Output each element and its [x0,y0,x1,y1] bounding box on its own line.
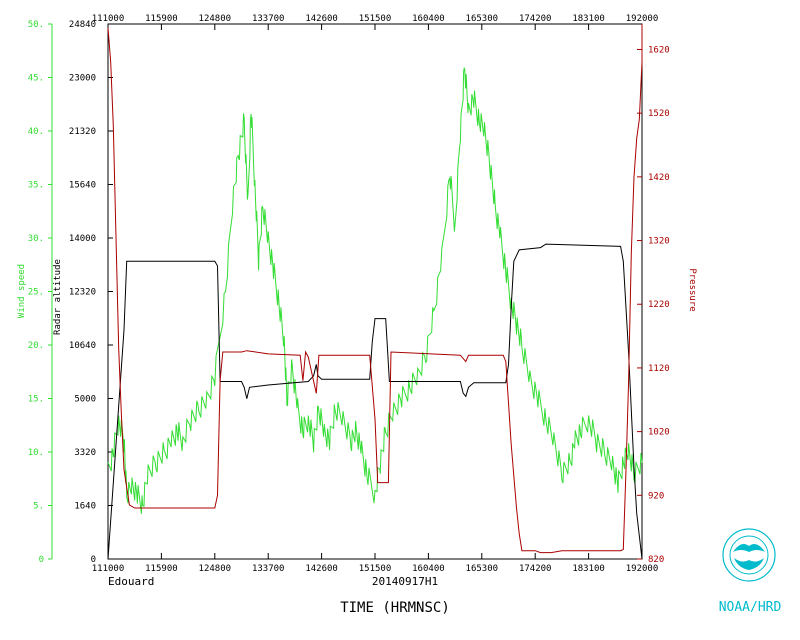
x-tick-label: 133700 [252,564,285,574]
pressure-tick-label: 1120 [648,364,670,374]
altitude-tick-label: 23000 [69,74,96,84]
altitude-tick-label: 1640 [74,502,96,512]
x-tick-label: 115900 [145,564,178,574]
series-line-pressure [107,24,643,554]
storm-name: Edouard [108,575,154,588]
x-top-tick-label: 142600 [305,14,338,24]
x-tick-label: 124800 [199,564,232,574]
wind-tick-label: 25. [28,288,44,298]
wind-tick-label: 10. [28,448,44,458]
wind-tick-label: 30. [28,234,44,244]
x-top-tick-label: 183100 [572,14,605,24]
pressure-tick-label: 820 [648,555,664,565]
altitude-tick-label: 14000 [69,234,96,244]
altitude-tick-label: 15640 [69,181,96,191]
wind-tick-label: 20. [28,341,44,351]
wind-tick-label: 0 [39,555,44,565]
x-top-tick-label: 115900 [145,14,178,24]
x-tick-label: 151500 [359,564,392,574]
x-tick-label: 111000 [92,564,125,574]
x-tick-label: 192000 [626,564,659,574]
x-top-tick-label: 124800 [199,14,232,24]
x-tick-label: 183100 [572,564,605,574]
x-axis-top: 111000 115900 124800 133700 142600 151500 1604… [92,14,659,30]
x-top-tick-label: 174200 [519,14,552,24]
pressure-tick-label: 920 [648,491,664,501]
wind-tick-label: 5. [33,502,44,512]
wind-tick-label: 35. [28,181,44,191]
wind-axis: 0 5. 10. 15. 20. 25. 30. 35. 40. 45. 50. [28,20,53,565]
pressure-tick-label: 1020 [648,428,670,438]
x-axis-bottom: 111000 115900 124800 133700 142600 151500 1604… [92,553,659,574]
wind-axis-label: Wind speed [17,264,27,318]
wind-tick-label: 40. [28,127,44,137]
wind-tick-label: 50. [28,20,44,30]
credit-label: NOAA/HRD [719,600,782,615]
pressure-tick-label: 1420 [648,173,670,183]
altitude-tick-label: 10640 [69,341,96,351]
wind-tick-label: 15. [28,395,44,405]
pressure-tick-label: 1520 [648,109,670,119]
noaa-logo: NOAA [722,528,776,582]
x-tick-label: 174200 [519,564,552,574]
series-line-altitude [107,243,643,560]
altitude-tick-label: 24840 [69,20,96,30]
pressure-axis-label: Pressure [687,268,697,311]
pressure-tick-label: 1220 [648,300,670,310]
wind-tick-label: 45. [28,74,44,84]
x-axis-label: TIME (HRMNSC) [340,600,450,616]
altitude-axis-label: Radar altitude [53,259,63,335]
x-tick-label: 165300 [466,564,499,574]
x-tick-label: 142600 [305,564,338,574]
pressure-tick-label: 1620 [648,45,670,55]
pressure-axis: 820 920 1020 1120 1220 1320 1420 1520 1620 [637,45,670,565]
altitude-tick-label: 5000 [74,395,96,405]
noaa-logo-text: NOAA [742,551,757,558]
x-top-tick-label: 151500 [359,14,392,24]
pressure-tick-label: 1320 [648,237,670,247]
altitude-tick-label: 12320 [69,288,96,298]
series-layer [107,24,643,560]
altitude-axis: 0 1640 3320 5000 10640 12320 14000 15640 21320 23… [69,20,113,565]
altitude-tick-label: 3320 [74,448,96,458]
x-top-tick-label: 192000 [626,14,659,24]
x-top-tick-label: 133700 [252,14,285,24]
altitude-tick-label: 0 [91,555,96,565]
altitude-tick-label: 21320 [69,127,96,137]
x-tick-label: 160400 [412,564,445,574]
x-top-tick-label: 111000 [92,14,125,24]
series-line-wind [107,66,643,514]
x-top-tick-label: 160400 [412,14,445,24]
flight-id: 20140917H1 [372,575,438,588]
x-top-tick-label: 165300 [466,14,499,24]
